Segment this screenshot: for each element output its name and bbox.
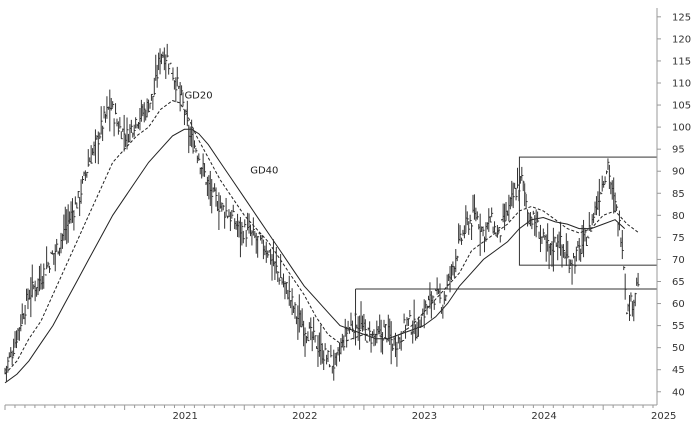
series-line-gd20 [4,100,640,375]
series-layer [4,100,640,384]
y-tick-label: 95 [672,145,685,156]
x-tick-label: 2023 [412,411,437,422]
y-tick-label: 105 [672,101,691,112]
y-tick-label: 60 [672,299,685,310]
y-tick-label: 65 [672,277,685,288]
y-tick-label: 45 [672,365,685,376]
x-tick-label: 2022 [292,411,317,422]
annotations: GD20 GD40 [184,90,278,176]
y-tick-label: 110 [672,78,691,89]
y-tick-label: 85 [672,189,685,200]
y-tick-label: 55 [672,321,685,332]
series-annotation-label: GD20 [184,90,212,101]
y-tick-label: 90 [672,167,685,178]
y-tick-label: 75 [672,233,685,244]
x-ticks: 2021 2022 2023 2024 2025 [4,405,676,422]
y-tick-label: 120 [672,34,691,45]
y-tick-label: 125 [672,12,691,23]
y-tick-label: 100 [672,123,691,134]
y-tick-label: 80 [672,211,685,222]
axes [5,8,658,406]
series-line-gd40 [4,128,626,384]
y-tick-label: 50 [672,343,685,354]
x-tick-label: 2024 [531,411,556,422]
y-tick-label: 70 [672,255,685,266]
series-annotation-label: GD40 [250,165,278,176]
x-tick-label: 2025 [651,411,676,422]
y-tick-label: 115 [672,56,691,67]
price-layer [4,43,640,382]
x-tick-label: 2021 [172,411,197,422]
y-tick-label: 40 [672,387,685,398]
y-ticks: 40 45 50 55 60 65 70 75 80 85 90 95 100 105 110 115 120 1… [657,12,691,398]
